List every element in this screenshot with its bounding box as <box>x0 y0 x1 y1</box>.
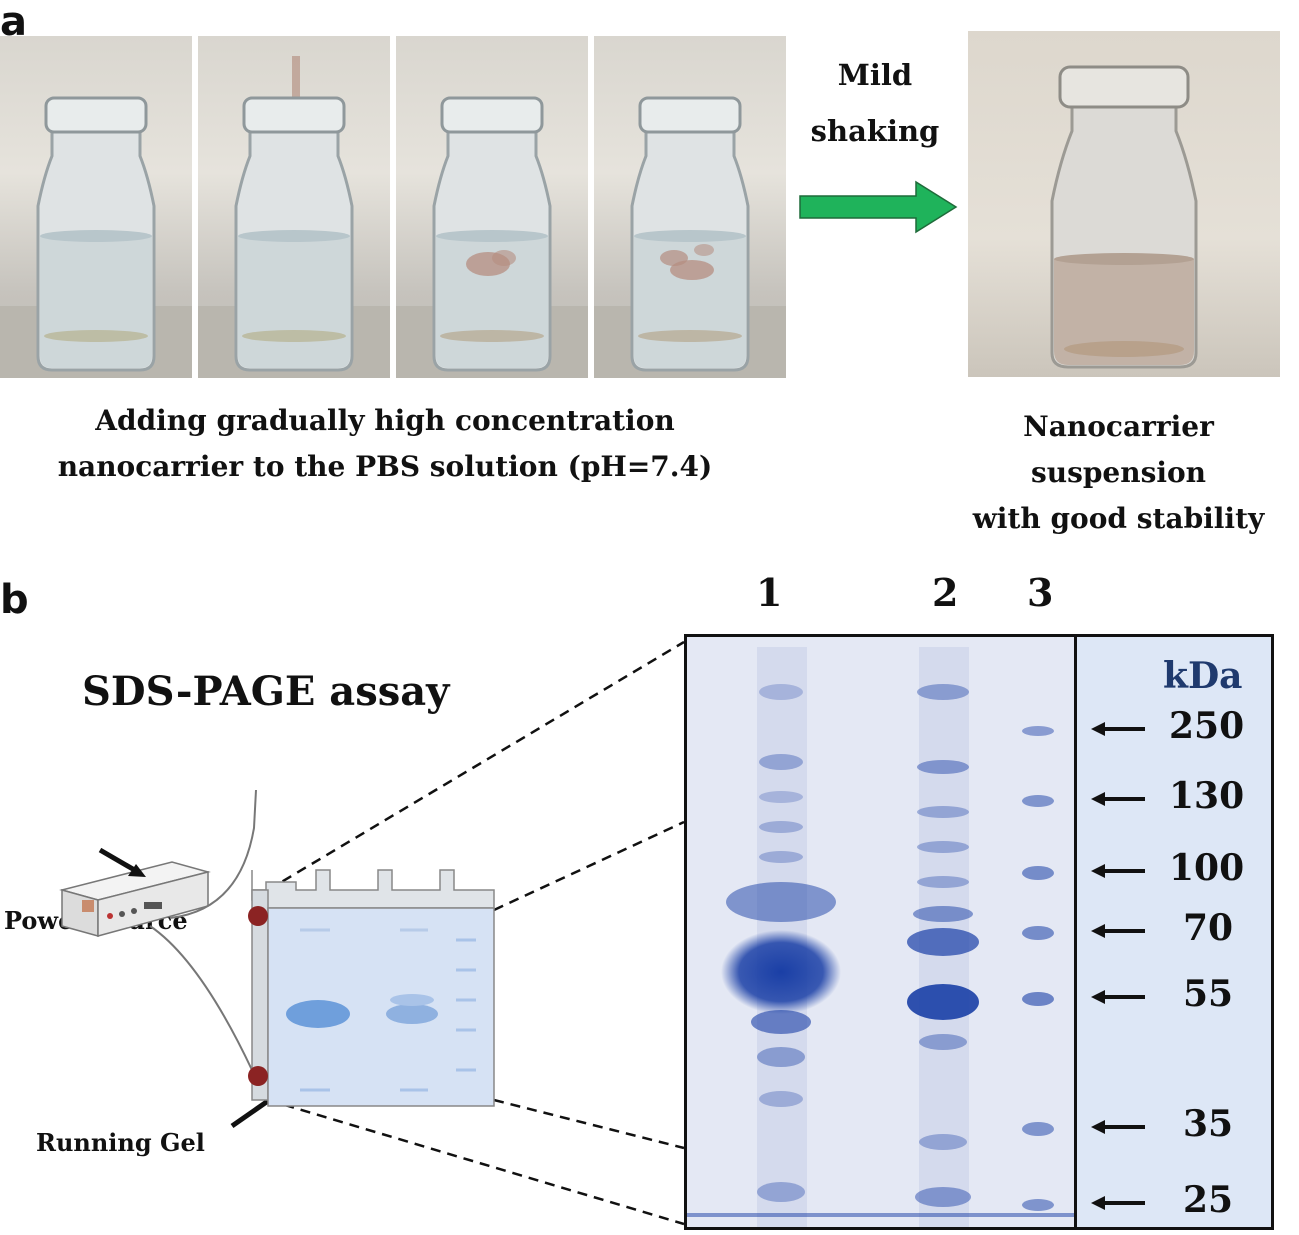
caption-left-line1: Adding gradually high concentration <box>95 404 675 437</box>
gel-lane-2 <box>907 647 979 1227</box>
vial-photo-3 <box>396 36 588 378</box>
panel-b-letter: b <box>0 577 29 623</box>
marker-arrow-icon <box>1091 864 1145 878</box>
gel-lane-3-marker <box>1022 726 1054 1211</box>
gel-lanes <box>687 647 1074 1227</box>
marker-weight-25: 25 <box>1183 1179 1234 1221</box>
kda-label: kDa <box>1163 655 1243 697</box>
gel-area <box>687 637 1077 1227</box>
lane-number-1: 1 <box>756 570 783 615</box>
gel-lane-1 <box>721 647 841 1227</box>
power-source-icon <box>59 861 211 937</box>
gel-cassette-icon <box>248 869 495 1107</box>
mild-label: Mild <box>837 58 913 92</box>
sds-page-apparatus-illustration <box>59 640 685 1226</box>
right-arrow-icon <box>799 180 958 234</box>
marker-weight-100: 100 <box>1169 847 1245 889</box>
marker-panel: kDa 250 130 100 70 55 35 25 <box>1077 637 1271 1227</box>
marker-arrow-icon <box>1091 924 1145 938</box>
caption-left-line2: nanocarrier to the PBS solution (pH=7.4) <box>57 450 713 483</box>
panel-a-letter: a <box>0 0 27 45</box>
marker-arrow-icon <box>1091 722 1145 736</box>
marker-arrow-icon <box>1091 1196 1145 1210</box>
marker-weight-130: 130 <box>1169 775 1245 817</box>
marker-weight-35: 35 <box>1183 1103 1234 1145</box>
caption-right-line2: with good stability <box>972 502 1265 535</box>
vial-photo-1 <box>0 36 192 378</box>
marker-arrow-icon <box>1091 792 1145 806</box>
running-gel-label: Running Gel <box>36 1128 205 1157</box>
gel-image-frame: kDa 250 130 100 70 55 35 25 <box>684 634 1274 1230</box>
lane-number-2: 2 <box>932 570 959 615</box>
marker-weight-70: 70 <box>1183 907 1234 949</box>
caption-left: Adding gradually high concentration nano… <box>40 398 730 490</box>
marker-weight-250: 250 <box>1169 705 1245 747</box>
lane-number-3: 3 <box>1027 570 1054 615</box>
assay-title: SDS-PAGE assay <box>82 668 450 715</box>
caption-right: Nanocarrier suspension with good stabili… <box>938 404 1299 542</box>
vial-photo-2 <box>198 36 390 378</box>
marker-weight-55: 55 <box>1183 973 1234 1015</box>
vial-photo-final <box>968 31 1280 377</box>
marker-arrow-icon <box>1091 1120 1145 1134</box>
marker-arrow-icon <box>1091 990 1145 1004</box>
caption-right-line1: Nanocarrier suspension <box>1023 410 1214 489</box>
shaking-label: shaking <box>810 114 940 148</box>
vial-photo-4 <box>594 36 786 378</box>
